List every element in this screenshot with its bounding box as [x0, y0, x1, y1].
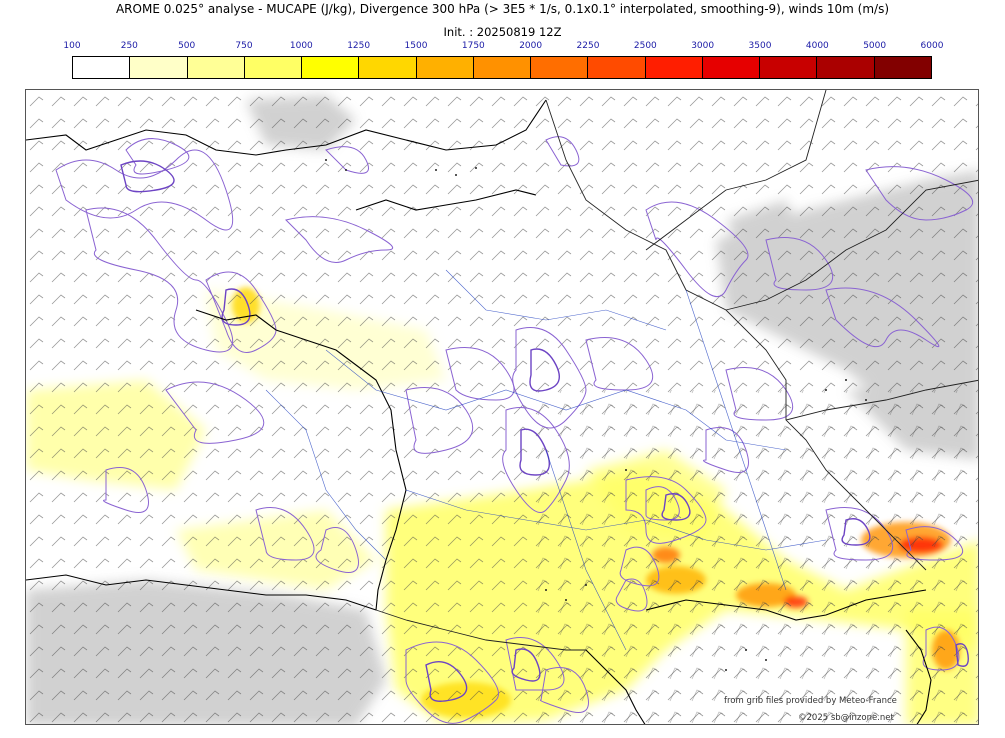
- map-panel: from grib files provided by Meteo-France…: [25, 89, 979, 725]
- colorbar-tick-label: 6000: [920, 41, 944, 51]
- region-borders: [265, 269, 827, 651]
- colorbar-tick-label: 2250: [576, 41, 600, 51]
- mucape-colorbar: [72, 56, 932, 79]
- colorbar-tick-label: 250: [120, 41, 138, 51]
- map-svg: [26, 90, 978, 724]
- colorbar-swatch: [73, 57, 131, 78]
- colorbar-swatch: [187, 57, 245, 78]
- colorbar-tick-label: 1500: [404, 41, 428, 51]
- chart-title: AROME 0.025° analyse - MUCAPE (J/kg), Di…: [115, 2, 890, 16]
- city-dots: [325, 159, 867, 671]
- colorbar-swatch: [359, 57, 417, 78]
- colorbar-swatch: [302, 57, 360, 78]
- wind-barbs-south: [526, 390, 978, 724]
- colorbar-ticks: 100 250 500 750 1000 1250 1500 1750 2000 2250 2500…: [0, 41, 1005, 53]
- colorbar-swatch: [702, 57, 761, 78]
- copyright-credit: ©2025 sb@inzone.net: [798, 713, 894, 723]
- colorbar-swatch: [817, 57, 875, 78]
- colorbar-swatch: [588, 57, 646, 78]
- colorbar-tick-label: 4000: [805, 41, 829, 51]
- colorbar-tick-label: 5000: [863, 41, 887, 51]
- colorbar-tick-label: 750: [235, 41, 253, 51]
- divergence-contours-inner: [120, 160, 969, 702]
- colorbar-tick-label: 2000: [519, 41, 543, 51]
- colorbar-tick-label: 2500: [633, 41, 657, 51]
- country-borders: [375, 90, 978, 651]
- colorbar-tick-label: 100: [63, 41, 81, 51]
- colorbar-swatch: [244, 57, 303, 78]
- colorbar-tick-label: 500: [178, 41, 196, 51]
- colorbar-swatch: [473, 57, 532, 78]
- colorbar-swatch: [130, 57, 188, 78]
- coastlines: [26, 99, 932, 724]
- init-time: Init. : 20250819 12Z: [443, 25, 562, 39]
- divergence-contours: [55, 136, 974, 724]
- colorbar-tick-label: 3000: [691, 41, 715, 51]
- source-credit: from grib files provided by Meteo-France: [724, 696, 897, 706]
- colorbar-swatch: [531, 57, 589, 78]
- colorbar-swatch: [874, 57, 931, 78]
- colorbar-tick-label: 1750: [461, 41, 485, 51]
- colorbar-swatch: [416, 57, 474, 78]
- colorbar-swatch: [760, 57, 818, 78]
- colorbar-swatch: [645, 57, 703, 78]
- colorbar-tick-label: 1250: [347, 41, 371, 51]
- colorbar-tick-label: 3500: [748, 41, 772, 51]
- colorbar-tick-label: 1000: [289, 41, 313, 51]
